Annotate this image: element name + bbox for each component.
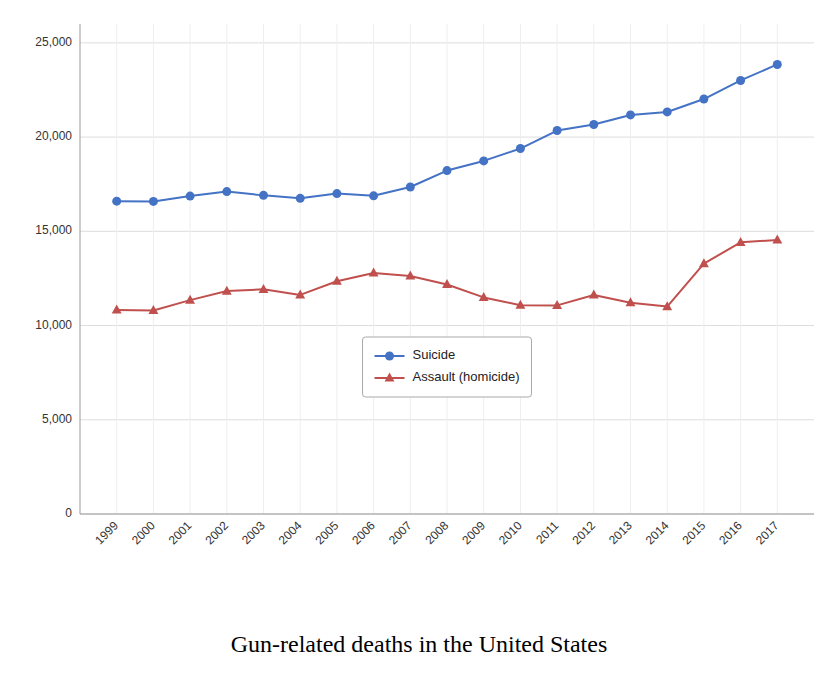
x-tick-label: 2009 — [459, 518, 488, 547]
marker-circle — [369, 191, 378, 200]
x-tick-label: 2002 — [202, 518, 231, 547]
x-grid-line — [190, 24, 191, 514]
x-tick-label: 2011 — [533, 518, 561, 546]
marker-circle — [149, 197, 158, 206]
series-1 — [112, 235, 783, 315]
legend-swatch-marker — [385, 352, 394, 361]
x-tick-label: 1999 — [92, 518, 121, 547]
legend-label: Suicide — [413, 347, 456, 362]
y-tick-label: 10,000 — [35, 318, 72, 332]
series-line — [117, 64, 778, 201]
x-tick-label: 2000 — [129, 518, 158, 547]
marker-triangle — [626, 297, 636, 306]
chart-container: 0 5,000 10,000 15,000 20,000 25,000 1999 2000 20… — [0, 0, 838, 674]
marker-circle — [479, 156, 488, 165]
y-tick-label: 15,000 — [35, 223, 72, 237]
plot-area — [80, 24, 814, 514]
x-grid-line — [630, 24, 631, 514]
x-grid-line — [116, 24, 117, 514]
y-grid-line — [80, 514, 814, 515]
marker-triangle — [552, 300, 562, 309]
marker-triangle — [699, 258, 709, 267]
series-0 — [112, 60, 782, 206]
marker-triangle — [259, 284, 269, 293]
marker-triangle — [148, 305, 158, 314]
x-grid-line — [483, 24, 484, 514]
marker-triangle — [112, 305, 122, 314]
marker-circle — [259, 191, 268, 200]
x-grid-line — [300, 24, 301, 514]
x-grid-line — [153, 24, 154, 514]
y-tick-label: 5,000 — [42, 412, 72, 426]
marker-circle — [626, 110, 635, 119]
x-tick-label: 2001 — [166, 518, 195, 547]
y-tick-label: 0 — [65, 506, 72, 520]
x-tick-label: 2015 — [679, 518, 708, 547]
x-grid-line — [336, 24, 337, 514]
marker-circle — [186, 192, 195, 201]
x-tick-label: 2007 — [386, 518, 415, 547]
marker-circle — [406, 182, 415, 191]
grid — [80, 24, 814, 514]
x-tick-label: 2012 — [569, 518, 598, 547]
x-tick-label: 2005 — [312, 518, 341, 547]
marker-triangle — [295, 290, 305, 299]
x-axis-line — [80, 514, 814, 515]
marker-triangle — [479, 292, 489, 301]
x-tick-label: 2006 — [349, 518, 378, 547]
series-line — [117, 240, 778, 311]
marker-triangle — [369, 268, 379, 277]
marker-triangle — [589, 290, 599, 299]
x-tick-label: 2010 — [496, 518, 525, 547]
x-grid-line — [520, 24, 521, 514]
marker-triangle — [442, 279, 452, 288]
x-tick-label: 2013 — [606, 518, 635, 547]
marker-circle — [332, 189, 341, 198]
marker-triangle — [405, 271, 415, 280]
legend-label: Assault (homicide) — [413, 369, 520, 384]
marker-circle — [736, 76, 745, 85]
marker-circle — [773, 60, 782, 69]
marker-circle — [589, 120, 598, 129]
x-grid-line — [667, 24, 668, 514]
data-group — [112, 60, 783, 314]
marker-circle — [443, 166, 452, 175]
x-tick-label: 2016 — [716, 518, 745, 547]
x-grid-line — [740, 24, 741, 514]
y-axis-line — [80, 24, 81, 514]
x-grid-line — [557, 24, 558, 514]
marker-circle — [663, 107, 672, 116]
legend: Suicide Assault (homicide) — [363, 337, 532, 397]
x-tick-label: 2003 — [239, 518, 268, 547]
x-grid-line — [447, 24, 448, 514]
y-tick-label: 20,000 — [35, 129, 72, 143]
marker-triangle — [772, 235, 782, 244]
x-tick-label: 2014 — [643, 518, 672, 547]
x-grid-line — [263, 24, 264, 514]
marker-circle — [222, 187, 231, 196]
y-tick-label: 25,000 — [35, 35, 72, 49]
marker-circle — [553, 126, 562, 135]
x-tick-label: 2017 — [753, 518, 782, 547]
x-grid-line — [593, 24, 594, 514]
marker-circle — [296, 194, 305, 203]
legend-box — [363, 337, 532, 397]
marker-triangle — [736, 237, 746, 246]
x-tick-label: 2008 — [423, 518, 452, 547]
legend-swatch-marker — [385, 373, 395, 382]
marker-triangle — [222, 286, 232, 295]
chart-svg: 0 5,000 10,000 15,000 20,000 25,000 1999 2000 20… — [0, 0, 838, 674]
x-tick-label: 2004 — [276, 518, 305, 547]
marker-triangle — [515, 300, 525, 309]
x-grid-line — [777, 24, 778, 514]
chart-title: Gun-related deaths in the United States — [231, 631, 608, 657]
x-grid-line — [410, 24, 411, 514]
marker-circle — [516, 144, 525, 153]
marker-triangle — [332, 276, 342, 285]
marker-circle — [112, 197, 121, 206]
marker-circle — [699, 95, 708, 104]
x-grid-line — [226, 24, 227, 514]
marker-triangle — [185, 295, 195, 304]
marker-triangle — [662, 301, 672, 310]
